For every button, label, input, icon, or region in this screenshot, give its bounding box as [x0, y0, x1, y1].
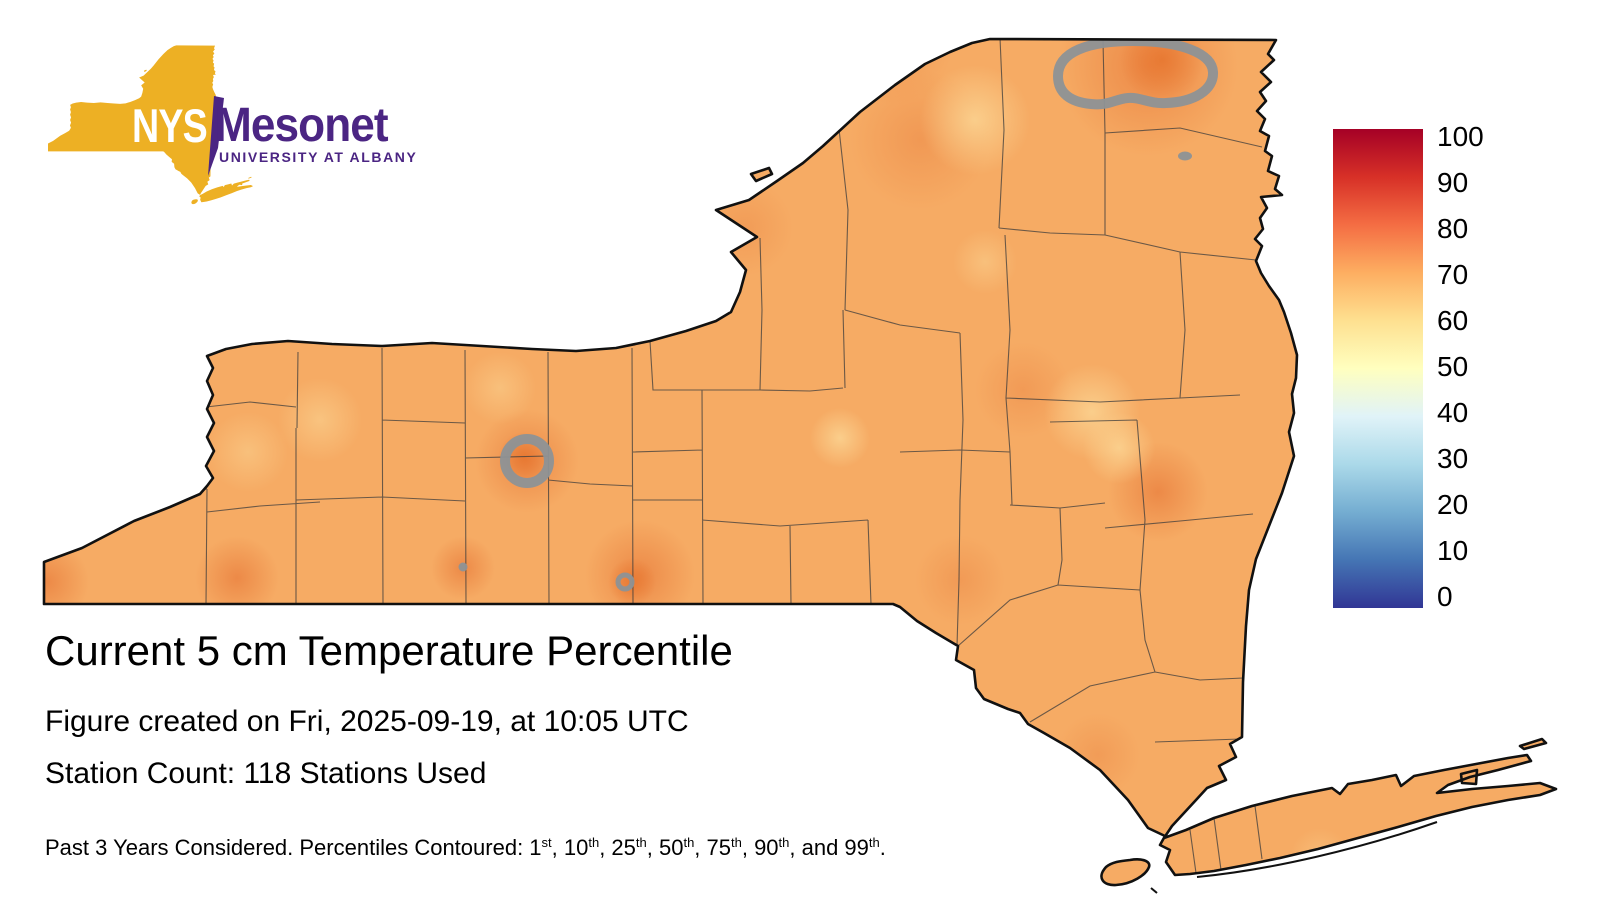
cool-patch-stlawrence-valley: [920, 65, 1030, 175]
footnote-sup: th: [778, 835, 790, 850]
figure-created-line: Figure created on Fri, 2025-09-19, at 10…: [45, 705, 689, 738]
footnote-line: Past 3 Years Considered. Percentiles Con…: [45, 834, 886, 865]
colorbar-tick-30: 30: [1437, 443, 1469, 474]
warm-patch-delaware: [915, 535, 1005, 625]
colorbar-tick-80: 80: [1437, 213, 1469, 244]
barrier-island-line: [1196, 821, 1438, 878]
cool-patch-mohawk2: [1083, 412, 1155, 484]
small-island-tick: [1150, 887, 1158, 894]
cool-patch-ontario: [464, 352, 536, 424]
footnote-seg: , 90: [741, 835, 779, 860]
colorbar-gradient: [1333, 129, 1423, 608]
footnote-sup: st: [541, 835, 552, 850]
footnote-sup: th: [683, 835, 695, 850]
warm-patch-cattaraugus: [195, 536, 279, 620]
colorbar-tick-90: 90: [1437, 167, 1469, 198]
logo-divider-wedge: [208, 96, 224, 176]
contour-dot-alleghany: [458, 562, 468, 572]
figure-title: Current 5 cm Temperature Percentile: [45, 627, 733, 674]
logo-text-mesonet: Mesonet: [215, 99, 389, 152]
logo-text-nys: NYS: [132, 99, 208, 152]
contour-dot-adirondack: [1178, 151, 1192, 161]
contour-ring-fingerlakes: [500, 434, 554, 488]
footnote-seg: , 50: [646, 835, 684, 860]
contour-ring-north: [1053, 39, 1218, 110]
footnote-seg: , 10: [551, 835, 589, 860]
footnote-sup: th: [731, 835, 742, 850]
station-count-line: Station Count: 118 Stations Used: [45, 757, 487, 790]
footnote-sup: th: [635, 835, 647, 850]
colorbar-tick-70: 70: [1437, 259, 1469, 290]
cool-patch-westernny: [44, 390, 135, 490]
cool-patch-genesee: [278, 378, 362, 462]
footnote-sup: th: [868, 835, 880, 850]
cool-patch-adk-west: [953, 230, 1017, 294]
county-boundaries: [44, 39, 1263, 874]
colorbar-tick-0: 0: [1437, 581, 1453, 612]
colorbar-tick-60: 60: [1437, 305, 1469, 336]
footnote-seg: Past 3 Years Considered. Percentiles Con…: [45, 835, 542, 860]
cool-patch-madison: [810, 408, 870, 468]
cool-patch-wyoming: [208, 412, 288, 492]
nys-mesonet-logo: NYS Mesonet UNIVERSITY AT ALBANY: [40, 0, 430, 215]
logo-shapes: [48, 45, 254, 205]
colorbar-tick-40: 40: [1437, 397, 1469, 428]
colorbar-tick-20: 20: [1437, 489, 1469, 520]
cool-patch-longisland: [1290, 828, 1350, 886]
logo-text-tagline: UNIVERSITY AT ALBANY: [219, 149, 418, 165]
footnote-seg: , and 99: [789, 835, 869, 860]
colorbar-tick-50: 50: [1437, 351, 1469, 382]
colorbar-tick-10: 10: [1437, 535, 1469, 566]
warm-core-adirondack-north: [1120, 39, 1204, 102]
warm-patch-lower-hudson: [1056, 713, 1140, 797]
warm-patch-chautauqua: [44, 540, 89, 624]
contour-ring-southern-tier: [615, 572, 635, 592]
footnote-seg: , 75: [694, 835, 731, 860]
footnote-seg: .: [879, 835, 886, 860]
footnote-sup: th: [588, 835, 600, 850]
footnote-seg: , 25: [599, 835, 636, 860]
colorbar-tick-100: 100: [1437, 121, 1484, 152]
